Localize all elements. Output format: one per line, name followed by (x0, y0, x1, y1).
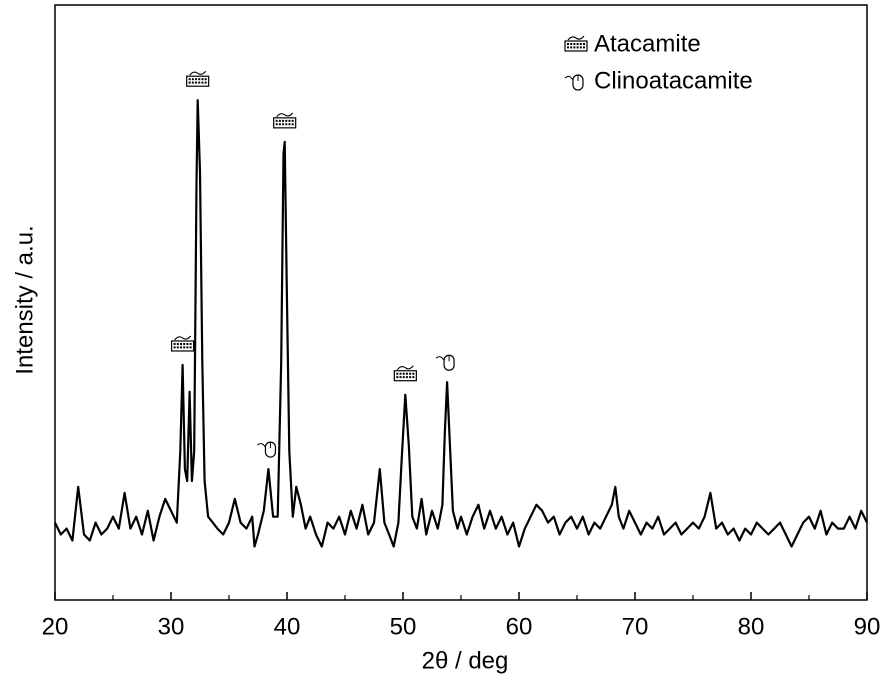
x-tick-label: 80 (738, 613, 765, 640)
keyboard-key (183, 346, 186, 349)
keyboard-key (291, 123, 294, 126)
keyboard-key (188, 81, 191, 84)
keyboard-key (396, 376, 399, 379)
mouse-cable (435, 356, 445, 361)
keyboard-key (183, 342, 186, 345)
mouse-cable (257, 442, 266, 448)
keyboard-key (399, 372, 402, 375)
keyboard-cable (396, 365, 414, 371)
keyboard-key (189, 346, 192, 349)
x-tick-label: 20 (42, 613, 69, 640)
keyboard-key (291, 119, 294, 122)
legend-symbol (564, 35, 588, 52)
keyboard-key (173, 346, 176, 349)
keyboard-key (275, 123, 278, 126)
legend-symbol (564, 74, 584, 91)
legend-label: Atacamite (594, 30, 701, 57)
keyboard-key (180, 346, 182, 349)
keyboard-key (412, 372, 415, 375)
keyboard-key (188, 78, 191, 81)
keyboard-key (191, 78, 194, 81)
legend-label: Clinoatacamite (594, 67, 753, 94)
x-tick-label: 60 (506, 613, 533, 640)
x-tick-label: 70 (622, 613, 649, 640)
keyboard-key (583, 46, 585, 49)
keyboard-key (282, 119, 285, 122)
x-tick-label: 50 (390, 613, 417, 640)
peak-marker (257, 441, 277, 458)
x-tick-label: 30 (158, 613, 185, 640)
keyboard-key (567, 46, 569, 49)
peak-marker (435, 354, 455, 371)
keyboard-key (570, 43, 573, 45)
keyboard-key (576, 43, 579, 45)
keyboard-key (405, 372, 408, 375)
keyboard-key (282, 123, 285, 126)
keyboard-key (576, 46, 579, 49)
keyboard-key (195, 81, 198, 84)
keyboard-cable (189, 70, 207, 76)
keyboard-key (195, 78, 198, 81)
keyboard-key (278, 123, 281, 126)
mouse-cable (564, 75, 574, 81)
keyboard-key (567, 43, 569, 45)
keyboard-key (409, 372, 412, 375)
x-tick-label: 90 (854, 613, 881, 640)
keyboard-key (180, 342, 182, 345)
keyboard-key (399, 376, 402, 379)
keyboard-key (201, 78, 204, 81)
keyboard-cable (174, 335, 192, 341)
keyboard-key (278, 119, 281, 122)
x-tick-label: 40 (274, 613, 301, 640)
keyboard-key (186, 346, 189, 349)
keyboard-key (201, 81, 204, 84)
peak-marker (171, 335, 195, 352)
keyboard-key (189, 342, 192, 345)
keyboard-key (198, 78, 201, 81)
keyboard-key (288, 119, 291, 122)
keyboard-key (583, 43, 585, 45)
keyboard-key (176, 346, 179, 349)
keyboard-key (570, 46, 573, 49)
keyboard-body (273, 117, 297, 129)
keyboard-body (186, 75, 210, 87)
keyboard-key (573, 46, 576, 49)
keyboard-key (285, 123, 288, 126)
y-axis-label: Intensity / a.u. (11, 225, 38, 374)
keyboard-key (186, 342, 189, 345)
keyboard-key (573, 43, 576, 45)
keyboard-key (579, 46, 582, 49)
keyboard-key (396, 372, 399, 375)
keyboard-body (564, 40, 588, 52)
keyboard-key (409, 376, 412, 379)
keyboard-cable (567, 35, 585, 41)
peak-marker (273, 112, 297, 129)
keyboard-key (173, 342, 176, 345)
keyboard-key (176, 342, 179, 345)
keyboard-key (191, 81, 194, 84)
keyboard-cable (276, 112, 294, 118)
keyboard-body (171, 340, 195, 352)
keyboard-body (393, 370, 417, 382)
keyboard-key (204, 81, 207, 84)
keyboard-key (275, 119, 278, 122)
keyboard-key (285, 119, 288, 122)
keyboard-key (402, 376, 405, 379)
peak-marker (186, 70, 210, 87)
keyboard-key (198, 81, 201, 84)
x-axis-label: 2θ / deg (422, 647, 509, 674)
keyboard-key (579, 43, 582, 45)
data-line (54, 99, 868, 548)
keyboard-key (402, 372, 405, 375)
keyboard-key (405, 376, 408, 379)
keyboard-key (412, 376, 415, 379)
keyboard-key (204, 78, 207, 81)
peak-marker (393, 365, 417, 382)
keyboard-key (288, 123, 291, 126)
